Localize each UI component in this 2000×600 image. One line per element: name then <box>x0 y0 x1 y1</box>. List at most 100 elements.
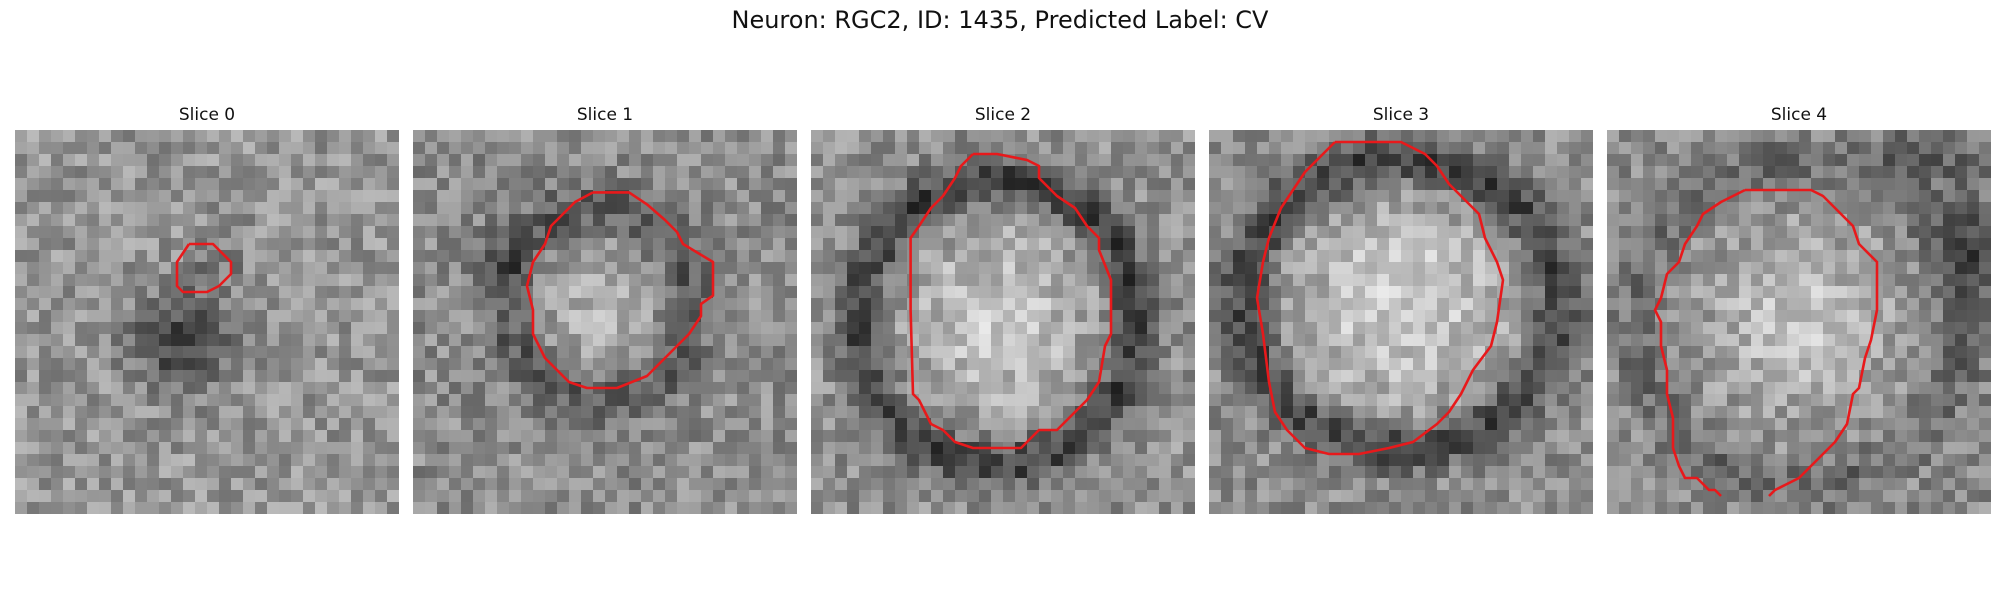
image-pixel <box>255 502 268 514</box>
image-pixel <box>1027 490 1040 503</box>
image-pixel <box>351 490 364 503</box>
image-pixel <box>1257 298 1270 311</box>
image-pixel <box>375 286 388 299</box>
image-pixel <box>1293 478 1306 491</box>
image-pixel <box>1269 238 1282 251</box>
image-pixel <box>1183 454 1195 467</box>
image-pixel <box>1015 394 1028 407</box>
image-pixel <box>557 250 570 263</box>
image-pixel <box>1691 346 1704 359</box>
image-pixel <box>1967 130 1980 143</box>
image-pixel <box>339 226 352 239</box>
image-pixel <box>1425 502 1438 514</box>
image-pixel <box>859 466 872 479</box>
image-pixel <box>63 178 76 191</box>
image-pixel <box>1293 346 1306 359</box>
image-pixel <box>1823 298 1836 311</box>
image-pixel <box>847 430 860 443</box>
image-pixel <box>1521 490 1534 503</box>
image-pixel <box>1027 466 1040 479</box>
image-pixel <box>87 442 100 455</box>
image-pixel <box>593 226 606 239</box>
image-pixel <box>1389 130 1402 143</box>
image-pixel <box>1221 286 1234 299</box>
image-pixel <box>1233 238 1246 251</box>
image-pixel <box>1787 358 1800 371</box>
image-pixel <box>1111 418 1124 431</box>
image-pixel <box>1619 322 1632 335</box>
image-pixel <box>1473 190 1486 203</box>
image-pixel <box>303 490 316 503</box>
image-pixel <box>1087 262 1100 275</box>
image-pixel <box>823 310 836 323</box>
image-pixel <box>437 430 450 443</box>
image-pixel <box>1087 178 1100 191</box>
image-pixel <box>1727 226 1740 239</box>
image-pixel <box>1401 466 1414 479</box>
image-pixel <box>1895 166 1908 179</box>
image-pixel <box>1497 142 1510 155</box>
image-pixel <box>461 382 474 395</box>
image-pixel <box>1377 394 1390 407</box>
image-pixel <box>931 382 944 395</box>
image-pixel <box>497 238 510 251</box>
image-pixel <box>859 190 872 203</box>
image-pixel <box>1341 142 1354 155</box>
image-pixel <box>231 490 244 503</box>
image-pixel <box>1715 382 1728 395</box>
image-pixel <box>1063 262 1076 275</box>
image-pixel <box>1449 382 1462 395</box>
image-pixel <box>629 178 642 191</box>
image-pixel <box>823 130 836 143</box>
image-pixel <box>207 298 220 311</box>
image-pixel <box>811 394 824 407</box>
image-pixel <box>123 250 136 263</box>
image-pixel <box>1545 298 1558 311</box>
image-pixel <box>1545 478 1558 491</box>
image-pixel <box>629 418 642 431</box>
image-pixel <box>1521 154 1534 167</box>
image-pixel <box>605 310 618 323</box>
image-pixel <box>255 322 268 335</box>
image-pixel <box>713 298 726 311</box>
image-pixel <box>267 310 280 323</box>
image-pixel <box>859 382 872 395</box>
image-pixel <box>701 190 714 203</box>
image-pixel <box>701 466 714 479</box>
image-pixel <box>1509 214 1522 227</box>
image-pixel <box>135 214 148 227</box>
image-pixel <box>387 394 399 407</box>
image-pixel <box>689 406 702 419</box>
image-pixel <box>509 406 522 419</box>
image-pixel <box>1159 226 1172 239</box>
image-pixel <box>1377 466 1390 479</box>
image-pixel <box>581 478 594 491</box>
image-pixel <box>437 334 450 347</box>
image-pixel <box>63 478 76 491</box>
image-pixel <box>919 478 932 491</box>
image-pixel <box>1787 202 1800 215</box>
image-pixel <box>907 142 920 155</box>
image-pixel <box>1799 286 1812 299</box>
image-pixel <box>1775 250 1788 263</box>
image-pixel <box>931 226 944 239</box>
image-pixel <box>1919 334 1932 347</box>
image-pixel <box>243 382 256 395</box>
image-pixel <box>1557 382 1570 395</box>
image-pixel <box>1883 346 1896 359</box>
image-pixel <box>629 358 642 371</box>
image-pixel <box>135 418 148 431</box>
image-pixel <box>1317 298 1330 311</box>
image-pixel <box>1353 394 1366 407</box>
image-pixel <box>1075 274 1088 287</box>
image-pixel <box>461 286 474 299</box>
image-pixel <box>1895 334 1908 347</box>
image-pixel <box>1147 358 1160 371</box>
image-pixel <box>1883 382 1896 395</box>
image-pixel <box>1751 334 1764 347</box>
image-pixel <box>569 202 582 215</box>
image-pixel <box>1943 310 1956 323</box>
image-pixel <box>1015 190 1028 203</box>
image-pixel <box>159 334 172 347</box>
image-pixel <box>1667 370 1680 383</box>
